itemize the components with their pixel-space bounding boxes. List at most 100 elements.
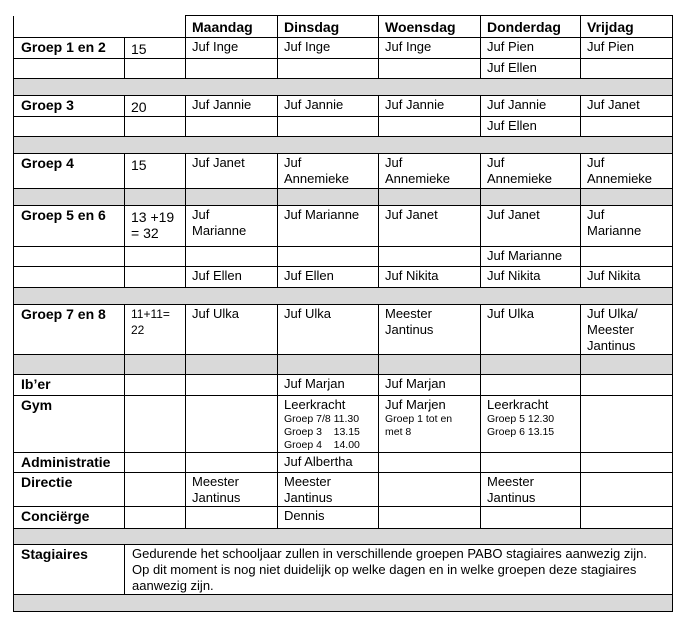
group-size (124, 246, 186, 267)
cell-text-line: Annemieke (385, 171, 451, 186)
cell-text-line: Annemieke (587, 171, 653, 186)
separator-cell (580, 188, 673, 206)
cell-text-line: Jantinus (192, 490, 241, 505)
schedule-cell: Juf Marianne (277, 205, 379, 247)
schedule-cell (378, 472, 481, 507)
schedule-cell: Juf Pien (580, 37, 673, 59)
cell-text-line: Juf (284, 155, 302, 170)
cell-text-line: Meester (587, 322, 634, 337)
row-label: Conciërge (13, 506, 125, 529)
schedule-row: Directie Meester Jantinus Meester Jantinus Me… (13, 472, 673, 507)
schedule-cell: Meester Jantinus (480, 472, 581, 507)
schedule-row: Juf Ellen Juf Ellen Juf Nikita Juf Nikita Ju… (13, 266, 673, 288)
header-blank-cell (13, 15, 186, 38)
schedule-cell: Juf Janet (580, 95, 673, 117)
schedule-cell (480, 452, 581, 473)
separator-row (13, 287, 673, 305)
schedule-cell: Juf Marianne (480, 246, 581, 267)
schedule-cell (580, 246, 673, 267)
stagiaires-note: Gedurende het schooljaar zullen in versc… (124, 544, 673, 595)
schedule-row: Juf Ellen (13, 58, 673, 79)
separator-row (13, 188, 673, 206)
group-size (124, 452, 186, 473)
header-day-donderdag: Donderdag (480, 15, 581, 38)
separator-cell (277, 188, 379, 206)
schedule-cell: Juf Nikita (580, 266, 673, 288)
cell-text-line: Juf (385, 155, 403, 170)
schedule-cell (277, 116, 379, 137)
schedule-cell: Juf Janet (185, 153, 278, 189)
row-label (13, 58, 125, 79)
separator-cell (13, 188, 125, 206)
group-size (124, 472, 186, 507)
schedule-cell: Juf Nikita (480, 266, 581, 288)
row-label: Administratie (13, 452, 125, 473)
schedule-row: Administratie Juf Albertha (13, 452, 673, 473)
schedule-cell: Juf Inge (378, 37, 481, 59)
gym-time: Groep 7/8 11.30 (284, 413, 360, 425)
schedule-row: Stagiaires Gedurende het schooljaar zulle… (13, 544, 673, 595)
row-label: Groep 7 en 8 (13, 304, 125, 355)
schedule-cell: Juf Janet (378, 205, 481, 247)
schedule-cell: Juf Janet (480, 205, 581, 247)
cell-text-line: 22 (131, 323, 145, 337)
schedule-cell: Juf Ulka/Meester Jantinus (580, 304, 673, 355)
separator-cell (13, 594, 673, 612)
schedule-cell: Leerkracht Groep 7/8 11.30 Groep 3 13.15 Gr… (277, 395, 379, 453)
cell-text: Juf Marjen (385, 397, 446, 412)
schedule-row: Juf Ellen (13, 116, 673, 137)
cell-text-line: Meester (284, 474, 331, 489)
cell-text-line: Annemieke (487, 171, 553, 186)
schedule-cell: Meester Jantinus (185, 472, 278, 507)
row-label: Groep 1 en 2 (13, 37, 125, 59)
header-day-maandag: Maandag (185, 15, 278, 38)
schedule-cell: Juf Pien (480, 37, 581, 59)
schedule-cell: Juf Nikita (378, 266, 481, 288)
cell-text-line: Juf (587, 207, 605, 222)
group-size: 15 (124, 153, 186, 189)
cell-text-line: Meester (192, 474, 239, 489)
schedule-row: Groep 4 15 Juf Janet Juf Annemieke Juf Annemie… (13, 153, 673, 189)
schedule-cell: Juf Annemieke (480, 153, 581, 189)
cell-text-line: Annemieke (284, 171, 350, 186)
schedule-cell (277, 58, 379, 79)
cell-text-line: Jantinus (587, 338, 636, 353)
row-label (13, 266, 125, 288)
cell-text-line: 13 +19 (131, 209, 175, 225)
schedule-cell: Juf Ellen (480, 116, 581, 137)
separator-cell (13, 528, 673, 545)
schedule-cell (185, 116, 278, 137)
cell-text-line: Meester (385, 306, 432, 321)
schedule-cell (580, 452, 673, 473)
cell-text-line: Juf (192, 207, 210, 222)
schedule-cell: Meester Jantinus (378, 304, 481, 355)
schedule-cell: Juf Ulka (185, 304, 278, 355)
separator-cell (185, 354, 278, 375)
schedule-cell: Juf Ellen (277, 266, 379, 288)
separator-cell (13, 136, 673, 154)
header-day-dinsdag: Dinsdag (277, 15, 379, 38)
schedule-cell (580, 116, 673, 137)
cell-text-line: Juf (487, 155, 505, 170)
separator-cell (277, 354, 379, 375)
schedule-row: Groep 3 20 Juf Jannie Juf Jannie Juf Jannie J… (13, 95, 673, 117)
row-label: Ib’er (13, 374, 125, 396)
schedule-cell (580, 472, 673, 507)
schedule-cell: Juf Ellen (480, 58, 581, 79)
row-label: Groep 5 en 6 (13, 205, 125, 247)
schedule-cell: Juf Ulka (277, 304, 379, 355)
schedule-cell: Juf Albertha (277, 452, 379, 473)
schedule-cell: Leerkracht Groep 5 12.30 Groep 6 13.15 (480, 395, 581, 453)
row-label (13, 116, 125, 137)
schedule-cell: Juf Marianne (580, 205, 673, 247)
schedule-cell (378, 246, 481, 267)
header-row: Maandag Dinsdag Woensdag Donderdag Vrijdag (13, 15, 673, 38)
separator-cell (480, 354, 581, 375)
group-size: 13 +19 = 32 (124, 205, 186, 247)
schedule-cell (185, 58, 278, 79)
separator-cell (13, 78, 673, 96)
schedule-cell (580, 58, 673, 79)
schedule-cell: Dennis (277, 506, 379, 529)
separator-row (13, 528, 673, 545)
separator-cell (124, 188, 186, 206)
